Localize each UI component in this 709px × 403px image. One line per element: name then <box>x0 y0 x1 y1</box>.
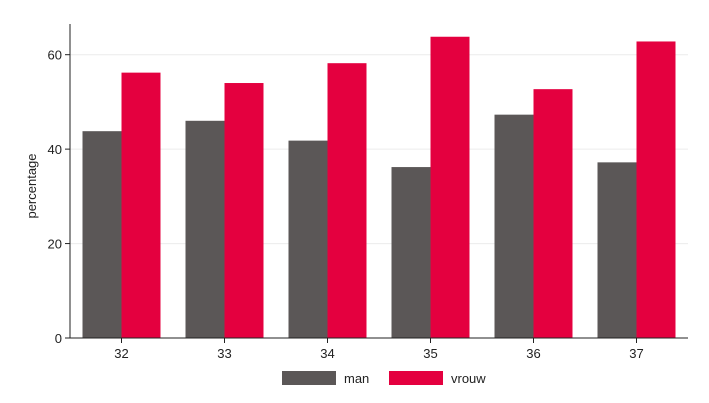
x-axis-ticks: 32 33 34 35 36 37 <box>114 338 644 361</box>
bar-man-33 <box>185 120 225 338</box>
legend: man vrouw <box>282 371 486 386</box>
bar-man-32 <box>82 131 122 338</box>
x-tick-label: 34 <box>320 346 334 361</box>
bar-man-34 <box>288 140 328 338</box>
bar-man-37 <box>597 162 637 338</box>
bars <box>82 36 676 339</box>
y-tick-label: 20 <box>48 237 62 252</box>
y-tick-label: 40 <box>48 142 62 157</box>
y-tick-label: 0 <box>55 331 62 346</box>
bar-vrouw-33 <box>224 83 264 338</box>
x-tick-label: 37 <box>629 346 643 361</box>
x-tick-label: 35 <box>423 346 437 361</box>
bar-vrouw-35 <box>430 36 470 338</box>
y-tick-label: 60 <box>48 48 62 63</box>
bar-vrouw-37 <box>636 41 676 339</box>
y-axis-title: percentage <box>24 153 39 218</box>
legend-label-vrouw: vrouw <box>451 371 486 386</box>
bar-vrouw-36 <box>533 89 573 338</box>
x-tick-label: 33 <box>217 346 231 361</box>
bar-man-35 <box>391 167 431 338</box>
legend-swatch-vrouw <box>389 371 443 385</box>
grid-lines <box>70 54 688 245</box>
bar-man-36 <box>494 114 534 338</box>
bar-vrouw-34 <box>327 63 367 338</box>
axes <box>69 24 688 339</box>
x-tick-label: 32 <box>114 346 128 361</box>
legend-label-man: man <box>344 371 369 386</box>
bar-vrouw-32 <box>121 72 161 339</box>
legend-swatch-man <box>282 371 336 385</box>
y-axis-ticks: 0 20 40 60 <box>48 48 70 346</box>
x-tick-label: 36 <box>526 346 540 361</box>
